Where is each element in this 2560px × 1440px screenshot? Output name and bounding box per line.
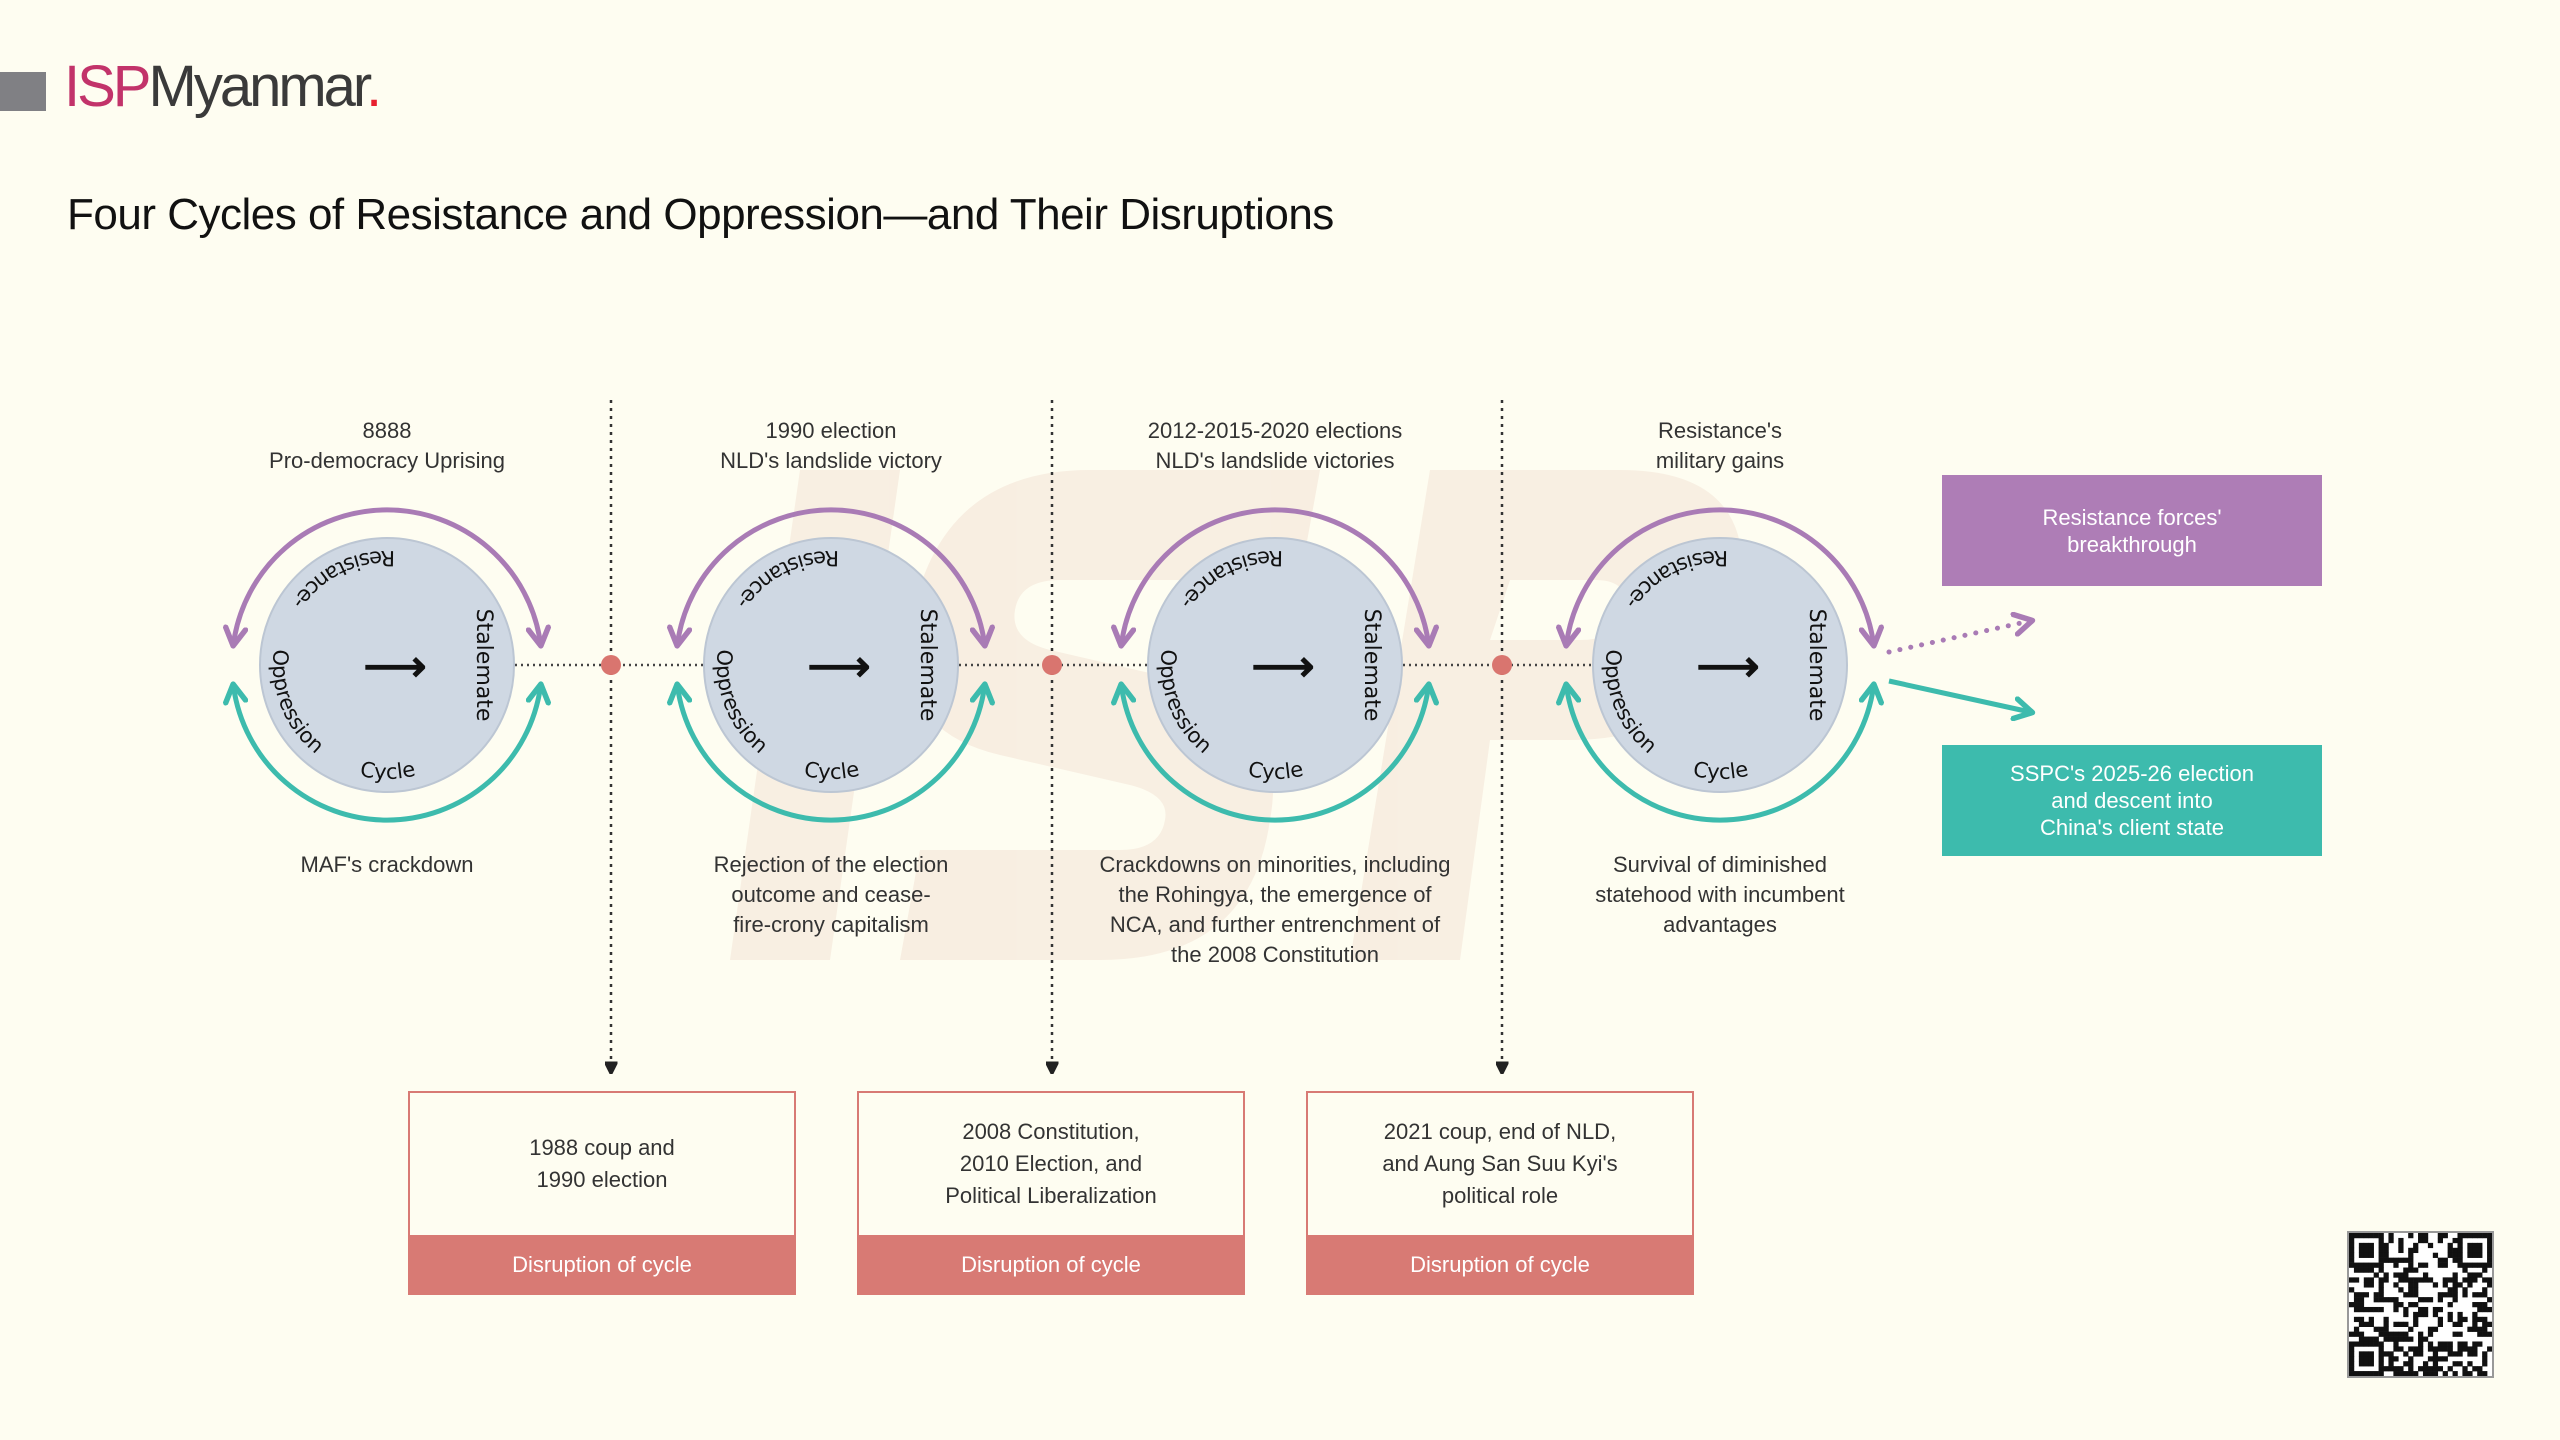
cycle-arc-label: Cycle <box>1246 757 1305 784</box>
cycle-outcome-label: Rejection of the election outcome and ce… <box>713 852 949 937</box>
cycle-outcome-label: Survival of diminished statehood with in… <box>1595 852 1845 937</box>
disruption-point <box>1042 655 1062 675</box>
disruption-band: Disruption of cycle <box>859 1235 1243 1295</box>
oppression-arc-arrow <box>678 687 985 823</box>
oppression-arc-arrow <box>234 687 541 823</box>
cycle-circle <box>259 537 515 793</box>
cycle-direction-arrow-icon: ⟶ <box>1696 642 1759 691</box>
stalemate-label: Stalemate <box>1359 609 1384 722</box>
cycle-direction-arrow-icon: ⟶ <box>363 642 426 691</box>
logo-name: Myanmar <box>148 54 370 119</box>
logo-square <box>0 72 46 111</box>
cycle-arc-label: Cycle <box>802 757 861 784</box>
cycle-outcome-label: MAF's crackdown <box>300 852 474 877</box>
disruption-band: Disruption of cycle <box>410 1235 794 1295</box>
outcome-client-state-box: SSPC's 2025-26 election and descent into… <box>1942 745 2322 856</box>
stalemate-label: Stalemate <box>471 609 496 722</box>
disruption-box: 1988 coup and 1990 election Disruption of… <box>408 1091 796 1295</box>
client-state-arrow <box>1888 678 2030 712</box>
disruption-band: Disruption of cycle <box>1308 1235 1692 1295</box>
cycle-trigger-label: 1990 election NLD's landslide victory <box>720 418 942 473</box>
resistance-arc-arrow <box>234 507 541 643</box>
logo-isp: ISP <box>64 54 151 119</box>
resistance-arc-arrow <box>1567 507 1874 643</box>
resistance-arc-arrow <box>678 507 985 643</box>
cycle-trigger-label: 2012-2015-2020 elections NLD's landslide… <box>1147 418 1403 473</box>
cycle-direction-arrow-icon: ⟶ <box>1251 642 1314 691</box>
cycle-outcome-label: Crackdowns on minorities, including the … <box>1099 852 1451 967</box>
cycle-circle <box>1147 537 1403 793</box>
cycle-arc-label: Cycle <box>358 757 417 784</box>
logo: ISPMyanmar. <box>64 58 382 116</box>
cycle-trigger-label: Resistance's military gains <box>1655 418 1785 473</box>
disruption-text: 1988 coup and 1990 election <box>529 1135 675 1192</box>
cycle-trigger-label: 8888 Pro-democracy Uprising <box>269 418 505 473</box>
page-title: Four Cycles of Resistance and Oppression… <box>67 190 1334 239</box>
breakthrough-dotted-arrow <box>1886 621 2030 655</box>
stalemate-label: Stalemate <box>915 609 940 722</box>
resistance-arc-arrow <box>1122 507 1429 643</box>
outcome-breakthrough-box: Resistance forces' breakthrough <box>1942 475 2322 586</box>
disruption-text: 2008 Constitution, 2010 Election, and Po… <box>945 1119 1157 1208</box>
cycle-circle <box>1592 537 1848 793</box>
oppression-arc-arrow <box>1122 687 1429 823</box>
cycle-direction-arrow-icon: ⟶ <box>807 642 870 691</box>
disruption-point <box>1492 655 1512 675</box>
logo-dot: . <box>366 54 382 119</box>
disruption-box: 2008 Constitution, 2010 Election, and Po… <box>857 1091 1245 1295</box>
stalemate-label: Stalemate <box>1804 609 1829 722</box>
disruption-text: 2021 coup, end of NLD, and Aung San Suu … <box>1382 1119 1618 1208</box>
cycle-arc-label: Cycle <box>1691 757 1750 784</box>
cycle-circle <box>703 537 959 793</box>
oppression-arc-arrow <box>1567 687 1874 823</box>
qr-code-icon <box>2347 1231 2494 1378</box>
disruption-box: 2021 coup, end of NLD, and Aung San Suu … <box>1306 1091 1694 1295</box>
disruption-point <box>601 655 621 675</box>
